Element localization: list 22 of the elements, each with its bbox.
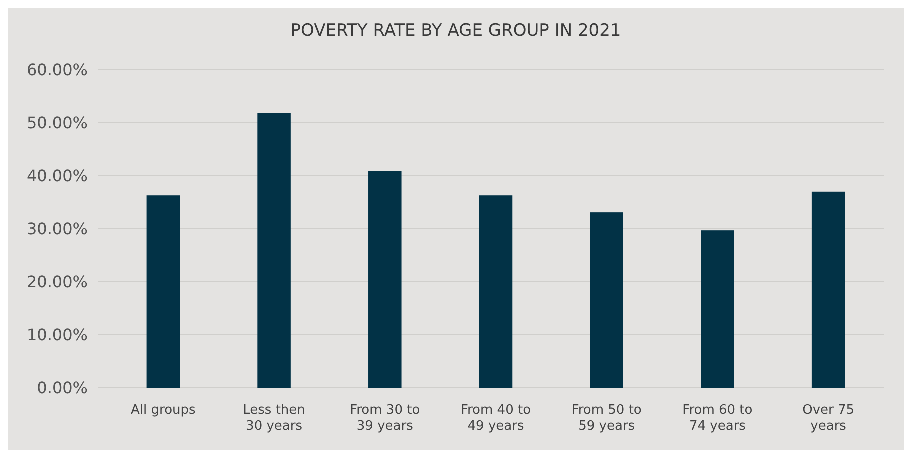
y-tick-label: 40.00% bbox=[26, 166, 88, 186]
bar bbox=[368, 171, 402, 388]
y-tick-label: 50.00% bbox=[26, 114, 88, 133]
bar bbox=[590, 212, 624, 388]
x-tick-label: From 30 to 39 years bbox=[350, 403, 420, 434]
bar bbox=[479, 196, 513, 388]
x-tick-label: Less then 30 years bbox=[243, 403, 306, 434]
y-tick-label: 60.00% bbox=[26, 60, 88, 80]
y-tick-label: 20.00% bbox=[26, 272, 88, 292]
y-tick-label: 0.00% bbox=[37, 378, 88, 398]
x-tick-label: From 50 to 59 years bbox=[572, 403, 642, 434]
x-tick-label: All groups bbox=[131, 403, 196, 418]
bar bbox=[258, 113, 291, 388]
x-tick-label: From 60 to 74 years bbox=[682, 403, 753, 434]
bar bbox=[701, 230, 734, 388]
x-tick-label: From 40 to 49 years bbox=[460, 403, 532, 434]
bar bbox=[146, 196, 180, 388]
bar bbox=[812, 192, 846, 388]
y-tick-label: 30.00% bbox=[26, 220, 88, 239]
y-tick-label: 10.00% bbox=[26, 326, 88, 345]
chart-title: POVERTY RATE BY AGE GROUP IN 2021 bbox=[290, 21, 622, 41]
x-tick-label: Over 75 years bbox=[802, 403, 855, 434]
